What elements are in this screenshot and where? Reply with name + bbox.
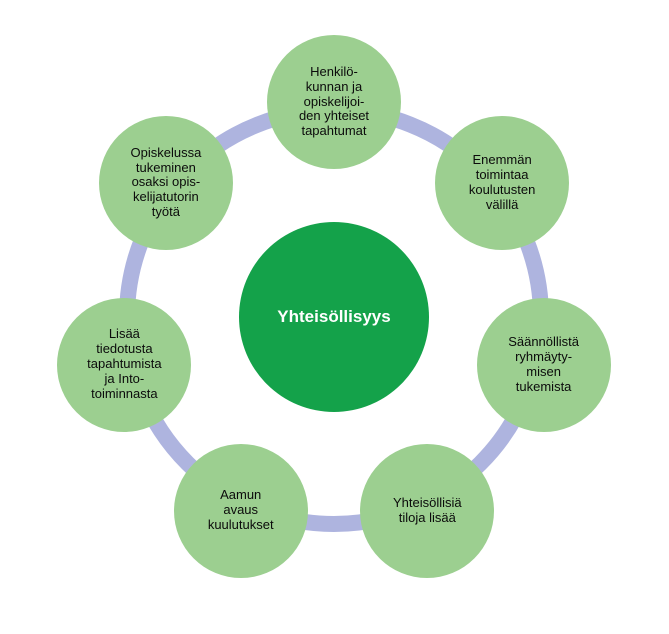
node-1-label: Enemmäntoimintaakoulutustenvälillä	[469, 153, 536, 213]
node-3: Yhteisöllisiätiloja lisää	[360, 444, 494, 578]
node-0-label: Henkilö-kunnan jaopiskelijoi-den yhteise…	[299, 65, 369, 140]
node-0: Henkilö-kunnan jaopiskelijoi-den yhteise…	[267, 35, 401, 169]
node-5: Lisäätiedotustatapahtumistaja Into-toimi…	[57, 298, 191, 432]
radial-diagram: Yhteisöllisyys Henkilö-kunnan jaopiskeli…	[0, 0, 669, 634]
center-label: Yhteisöllisyys	[277, 307, 390, 327]
node-3-label: Yhteisöllisiätiloja lisää	[393, 496, 462, 526]
node-5-label: Lisäätiedotustatapahtumistaja Into-toimi…	[87, 327, 161, 402]
node-1: Enemmäntoimintaakoulutustenvälillä	[435, 116, 569, 250]
node-2-label: Säännöllistäryhmäyty-misentukemista	[508, 335, 579, 395]
node-4-label: Aamunavauskuulutukset	[208, 488, 274, 533]
node-6: Opiskelussatukeminenosaksi opis-kelijatu…	[99, 116, 233, 250]
node-4: Aamunavauskuulutukset	[174, 444, 308, 578]
node-2: Säännöllistäryhmäyty-misentukemista	[477, 298, 611, 432]
center-circle: Yhteisöllisyys	[239, 222, 429, 412]
node-6-label: Opiskelussatukeminenosaksi opis-kelijatu…	[130, 146, 201, 221]
